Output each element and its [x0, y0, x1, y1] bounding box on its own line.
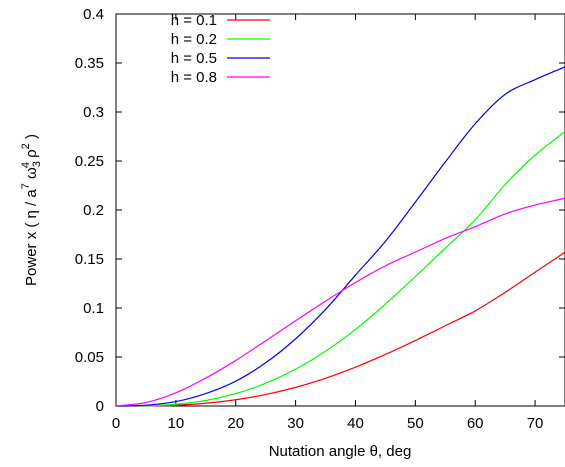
legend-label: h = 0.2 — [171, 31, 217, 48]
x-axis-ticks: 0 10 20 30 40 50 60 70 — [112, 14, 544, 432]
y-tick-label: 0.25 — [75, 153, 104, 170]
y-tick-label: 0 — [96, 398, 104, 415]
series-line-3 — [115, 66, 565, 407]
y-tick-label: 0.35 — [75, 55, 104, 72]
series-line-1 — [115, 251, 565, 407]
y-axis-label: Power x ( η / a7 ω34 ρ2 ) — [20, 134, 43, 286]
series-line-4 — [115, 197, 565, 407]
y-axis-ticks: 0 0.05 0.1 0.15 0.2 0.25 0.3 0.35 0.4 — [75, 6, 565, 415]
x-tick-label: 10 — [168, 415, 185, 432]
x-tick-label: 40 — [347, 415, 364, 432]
legend: h = 0.1 h = 0.2 h = 0.5 h = 0.8 — [171, 12, 270, 86]
legend-label: h = 0.8 — [171, 69, 217, 86]
plot-area: 0 10 20 30 40 50 60 70 0 0.05 0.1 0.15 0.2 0.25 0.3 0.… — [75, 6, 565, 432]
y-tick-label: 0.05 — [75, 349, 104, 366]
x-tick-label: 70 — [527, 415, 544, 432]
x-tick-label: 20 — [227, 415, 244, 432]
y-tick-label: 0.2 — [83, 202, 104, 219]
legend-label: h = 0.5 — [171, 50, 217, 67]
y-tick-label: 0.1 — [83, 300, 104, 317]
series-line-2 — [115, 131, 565, 407]
series-lines — [115, 66, 565, 407]
x-tick-label: 30 — [287, 415, 304, 432]
y-tick-label: 0.15 — [75, 251, 104, 268]
x-tick-label: 0 — [112, 415, 120, 432]
y-tick-label: 0.4 — [83, 6, 104, 23]
y-tick-label: 0.3 — [83, 104, 104, 121]
legend-label: h = 0.1 — [171, 12, 217, 29]
x-tick-label: 50 — [407, 415, 424, 432]
x-tick-label: 60 — [467, 415, 484, 432]
x-axis-label: Nutation angle θ, deg — [269, 443, 412, 460]
